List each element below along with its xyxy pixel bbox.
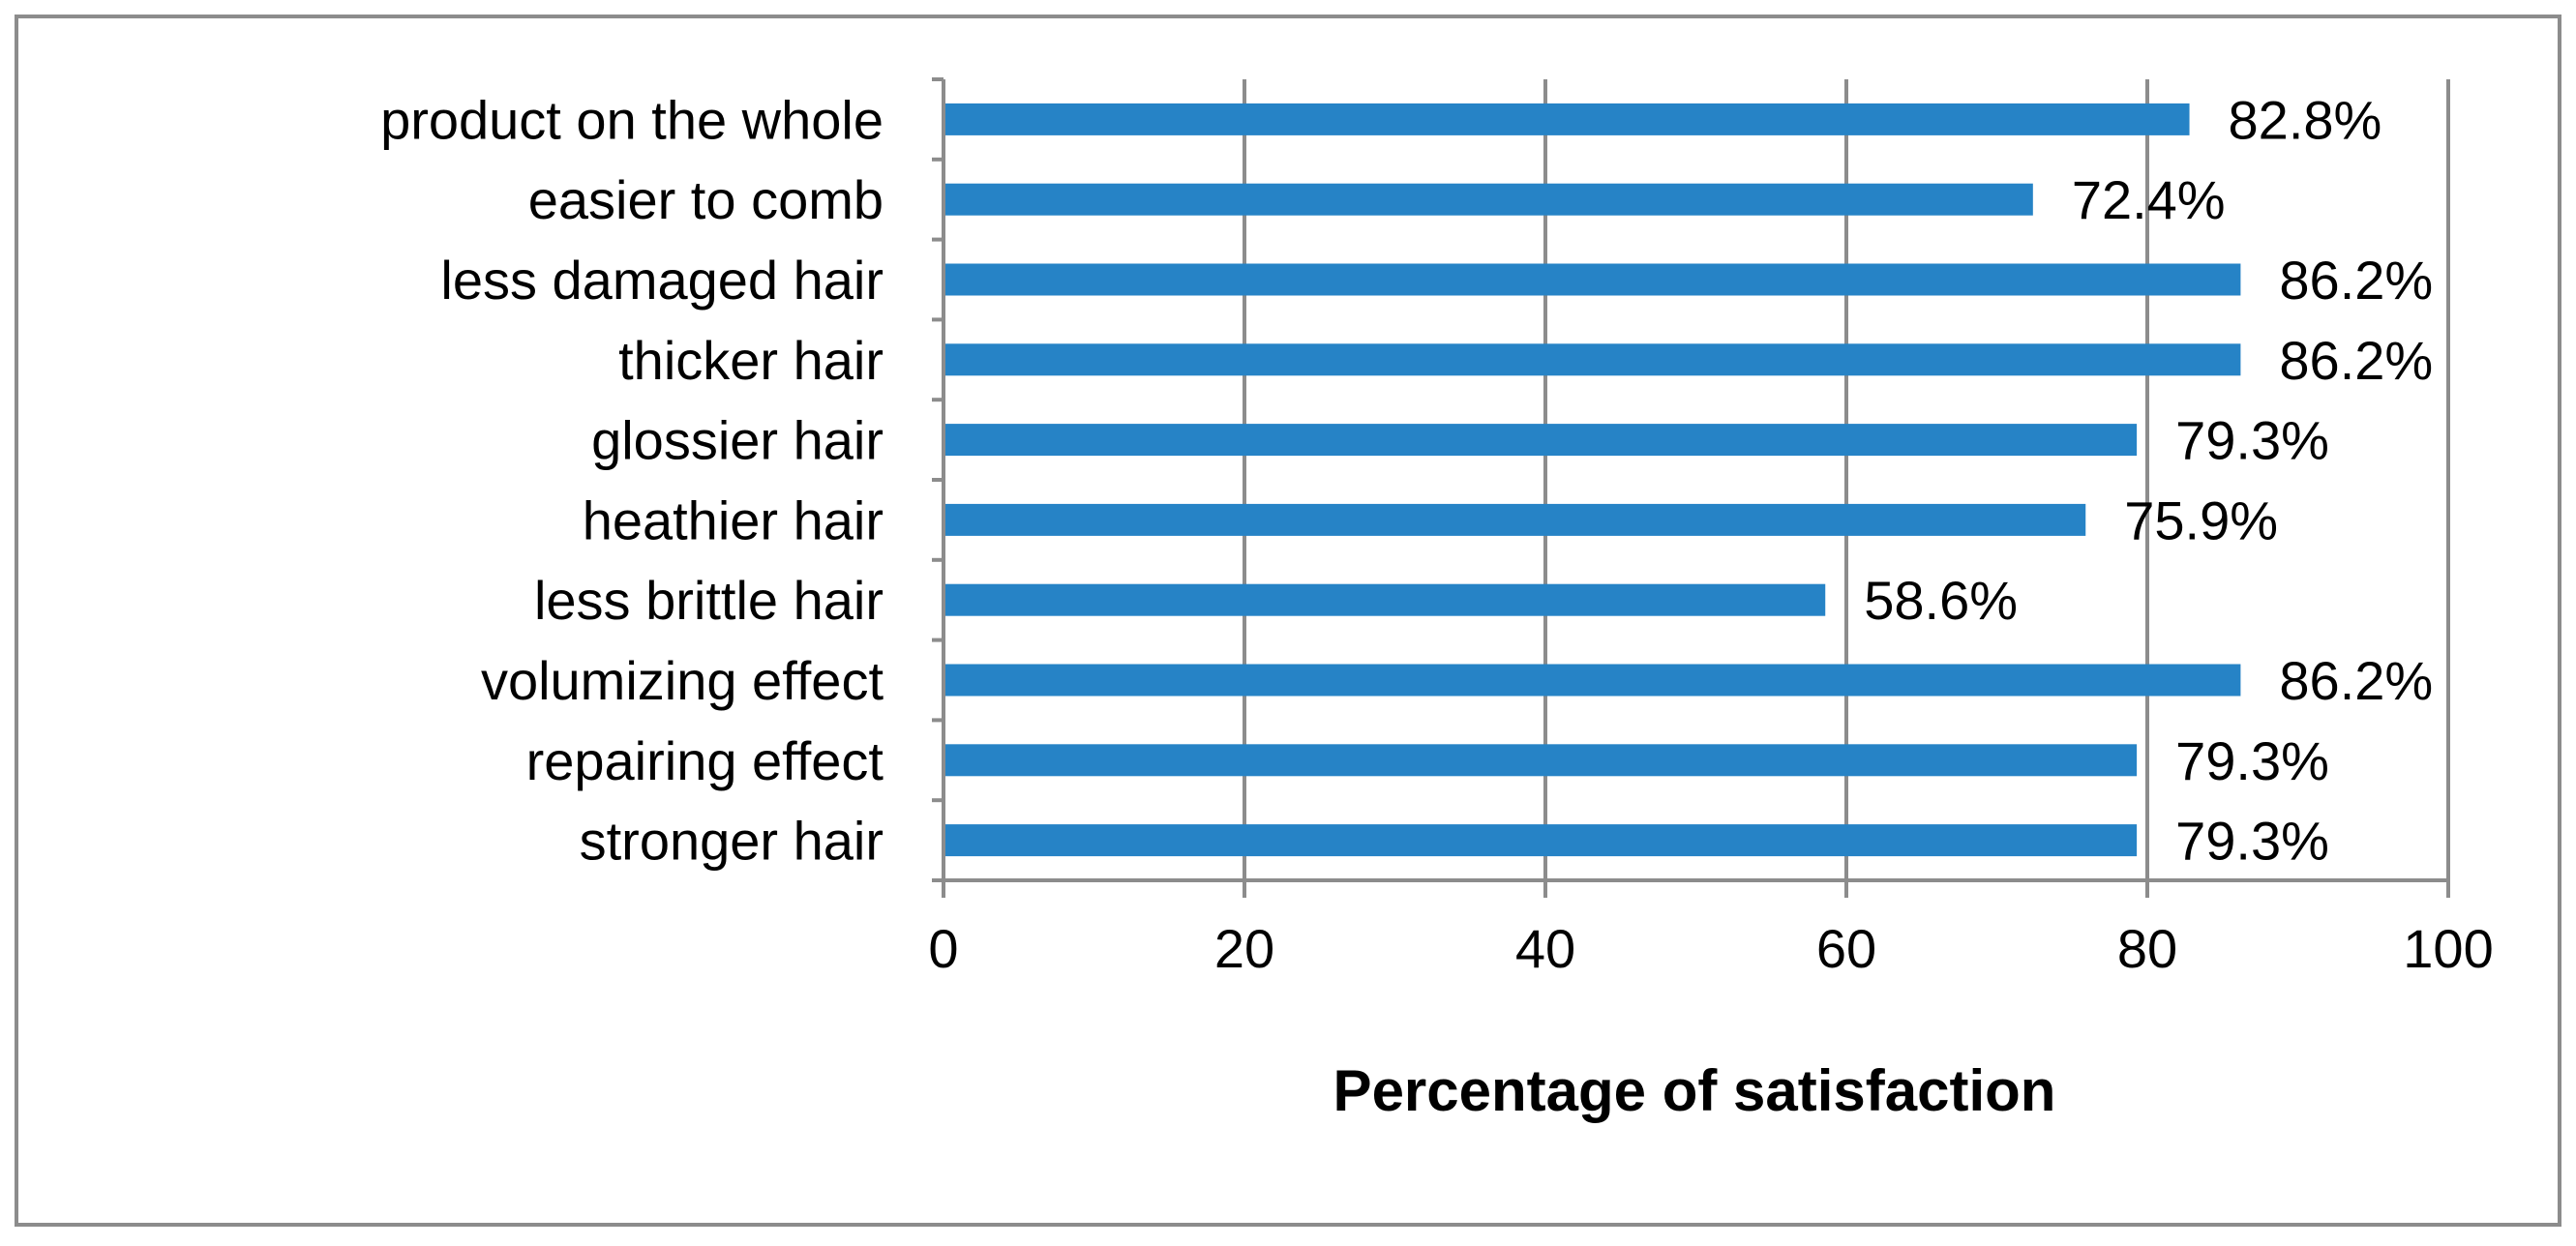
data-label: 58.6% (1864, 570, 2018, 631)
data-label: 72.4% (2072, 169, 2226, 230)
x-tick-labels: 0 20 40 60 80 100 (928, 918, 2493, 979)
data-label: 86.2% (2279, 330, 2433, 391)
bar (945, 744, 2138, 777)
category-label: heathier hair (583, 490, 884, 550)
bar (945, 103, 2190, 135)
x-tick-label: 60 (1816, 918, 1876, 979)
data-label: 86.2% (2279, 650, 2433, 711)
data-labels: 82.8%72.4% 86.2% 86.2% 79.3% 75.9% 58.6% 86.2%… (1864, 89, 2433, 871)
data-label: 82.8% (2229, 89, 2382, 150)
data-label: 75.9% (2124, 490, 2278, 550)
bars (945, 103, 2241, 857)
data-label: 79.3% (2175, 730, 2329, 791)
category-label: repairing effect (526, 730, 884, 791)
axes (932, 77, 2450, 898)
category-label: product on the whole (380, 89, 884, 150)
category-label: easier to comb (528, 169, 884, 230)
x-axis-title: Percentage of satisfaction (1333, 1058, 2056, 1123)
data-label: 79.3% (2175, 410, 2329, 471)
x-tick-label: 0 (928, 918, 958, 979)
category-label: less brittle hair (534, 570, 884, 631)
category-labels: product on the whole easier to comb less d… (380, 89, 884, 871)
data-label: 86.2% (2279, 250, 2433, 311)
chart-border (15, 15, 2561, 1227)
x-tick-label: 100 (2403, 918, 2493, 979)
x-tick-label: 20 (1214, 918, 1274, 979)
data-label: 79.3% (2175, 811, 2329, 872)
category-label: stronger hair (580, 811, 884, 872)
bar (945, 343, 2241, 376)
bar (945, 664, 2241, 697)
category-label: less damaged hair (440, 250, 884, 311)
category-label: glossier hair (591, 410, 884, 471)
bar (945, 263, 2241, 296)
category-label: thicker hair (618, 330, 884, 391)
category-label: volumizing effect (481, 650, 884, 711)
x-tick-label: 80 (2117, 918, 2177, 979)
bar (945, 424, 2138, 457)
bar (945, 583, 1826, 616)
x-tick-label: 40 (1515, 918, 1575, 979)
bar (945, 183, 2033, 216)
bar (945, 503, 2086, 536)
bar (945, 824, 2138, 857)
